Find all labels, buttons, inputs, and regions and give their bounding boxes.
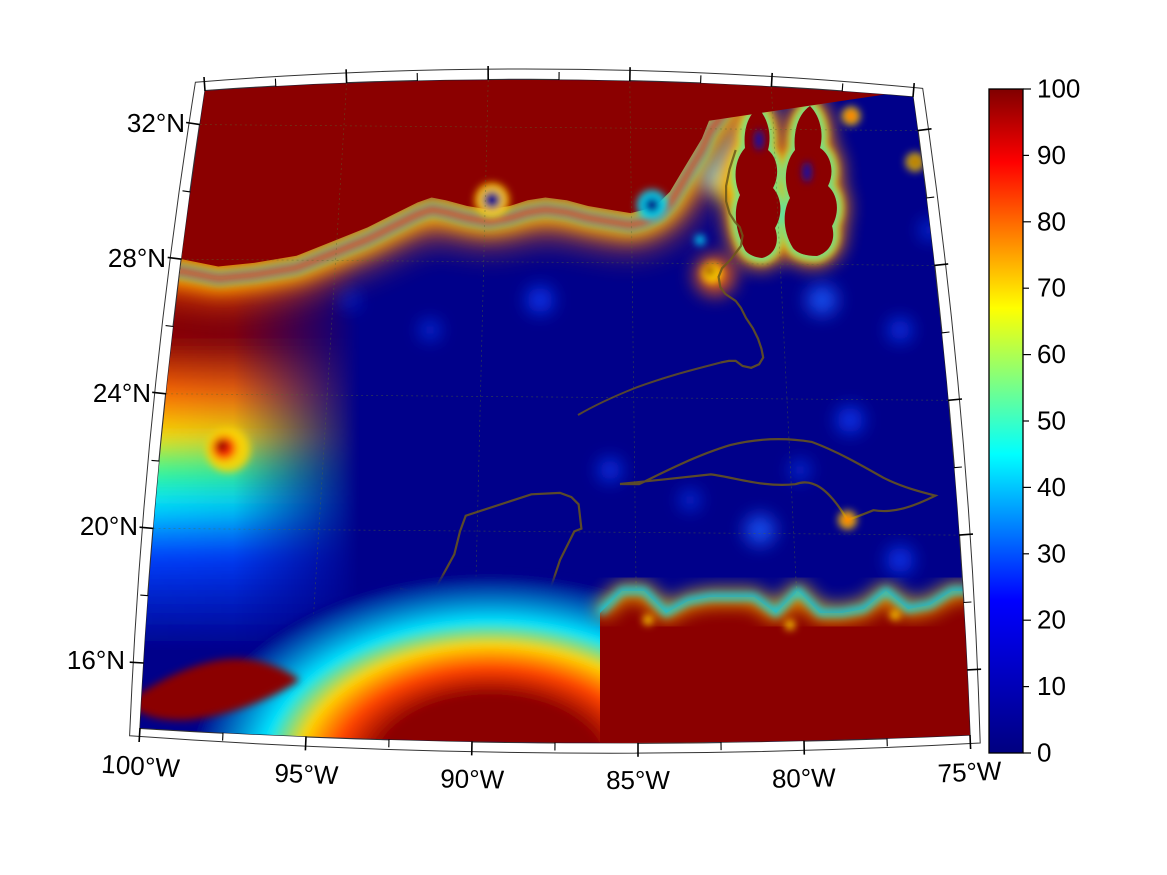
svg-text:10: 10 [1037,671,1066,701]
svg-text:90: 90 [1037,140,1066,170]
svg-text:16°N: 16°N [67,645,125,675]
svg-text:20: 20 [1037,605,1066,635]
svg-text:75°W: 75°W [937,756,1003,789]
svg-text:85°W: 85°W [606,765,670,795]
svg-text:80: 80 [1037,206,1066,236]
svg-text:24°N: 24°N [93,378,151,408]
svg-text:30: 30 [1037,538,1066,568]
svg-text:50: 50 [1037,406,1066,436]
svg-text:20°N: 20°N [80,511,138,541]
svg-text:40: 40 [1037,472,1066,502]
svg-text:100°W: 100°W [101,749,181,784]
svg-text:70: 70 [1037,273,1066,303]
svg-text:80°W: 80°W [772,762,837,793]
svg-text:0: 0 [1037,738,1051,768]
svg-text:90°W: 90°W [440,763,505,794]
svg-text:32°N: 32°N [127,108,185,138]
svg-text:28°N: 28°N [108,243,166,273]
svg-text:95°W: 95°W [274,758,339,791]
svg-text:100: 100 [1037,74,1080,104]
svg-text:60: 60 [1037,339,1066,369]
